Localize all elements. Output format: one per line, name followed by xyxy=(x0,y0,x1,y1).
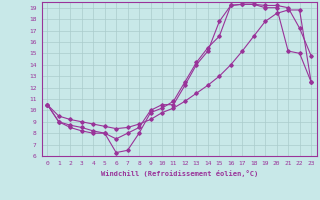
X-axis label: Windchill (Refroidissement éolien,°C): Windchill (Refroidissement éolien,°C) xyxy=(100,170,258,177)
